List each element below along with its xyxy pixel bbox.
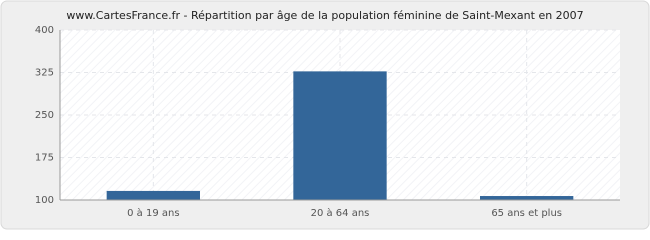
y-tick-label: 100 — [35, 195, 54, 206]
x-tick-label: 65 ans et plus — [491, 208, 562, 219]
y-tick-label: 250 — [35, 110, 54, 121]
y-tick-label: 325 — [35, 68, 54, 79]
y-tick-label: 400 — [35, 25, 54, 36]
chart-title: www.CartesFrance.fr - Répartition par âg… — [66, 9, 583, 22]
bar — [480, 196, 574, 200]
x-tick-label: 20 à 64 ans — [311, 207, 370, 219]
page: www.CartesFrance.fr - Répartition par âg… — [0, 0, 650, 230]
chart: www.CartesFrance.fr - Répartition par âg… — [0, 0, 650, 230]
bar — [293, 71, 387, 200]
y-tick-label: 175 — [35, 153, 54, 164]
x-tick-label: 0 à 19 ans — [127, 207, 179, 219]
bar — [106, 190, 200, 200]
